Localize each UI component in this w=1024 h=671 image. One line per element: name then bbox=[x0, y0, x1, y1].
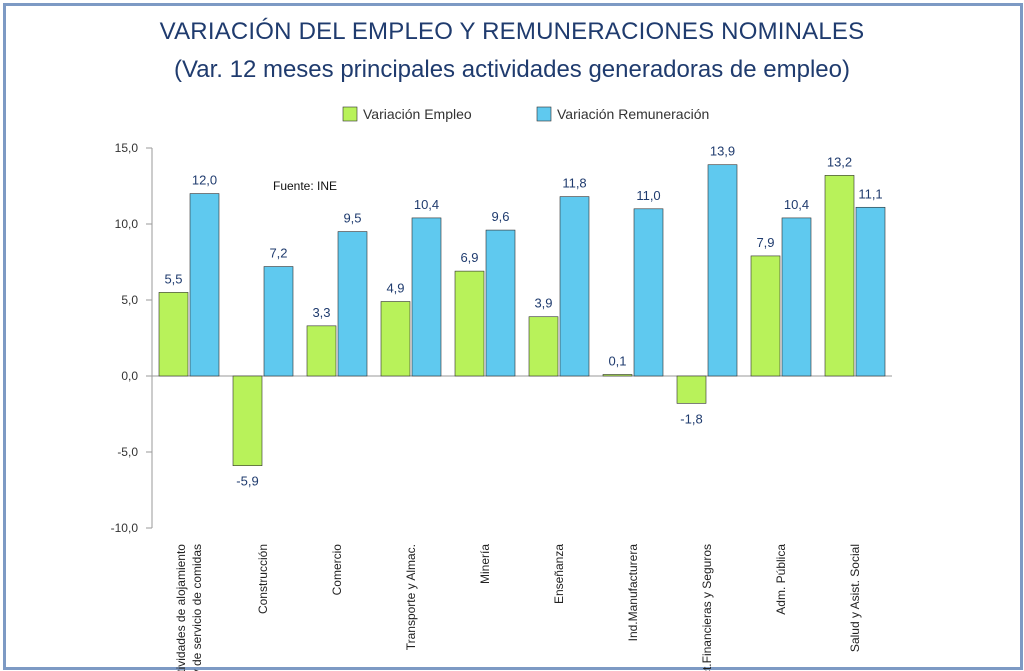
y-tick-label: 10,0 bbox=[115, 217, 139, 231]
legend-label: Variación Remuneración bbox=[557, 106, 709, 122]
y-tick-label: 5,0 bbox=[121, 293, 138, 307]
y-tick-label: 15,0 bbox=[115, 141, 139, 155]
bar-empleo bbox=[602, 374, 633, 377]
bar-remuneracion bbox=[411, 217, 442, 377]
legend-swatch bbox=[536, 106, 552, 122]
bar-empleo bbox=[528, 316, 559, 377]
category-label: Transporte y Almac. bbox=[404, 544, 418, 650]
source-note: Fuente: INE bbox=[273, 179, 337, 193]
category-label: Construcción bbox=[256, 544, 270, 614]
data-label: 10,4 bbox=[414, 197, 439, 212]
bar-remuneracion bbox=[485, 229, 516, 377]
category-label: Comercio bbox=[330, 544, 344, 596]
data-label: 13,2 bbox=[827, 154, 852, 169]
data-label: 13,9 bbox=[710, 144, 735, 159]
data-label: 11,1 bbox=[858, 186, 882, 201]
category-label: Minería bbox=[478, 544, 492, 584]
bar-empleo bbox=[232, 375, 263, 466]
category-label: Act.Financieras y Seguros bbox=[700, 544, 714, 671]
bar-remuneracion bbox=[337, 231, 368, 377]
bar-empleo bbox=[676, 375, 707, 404]
data-label: 9,6 bbox=[491, 209, 509, 224]
bar-remuneracion bbox=[781, 217, 812, 377]
bar-empleo bbox=[380, 301, 411, 377]
data-label: 7,2 bbox=[269, 246, 287, 261]
y-tick-label: -5,0 bbox=[117, 445, 138, 459]
data-label: 11,0 bbox=[636, 188, 660, 203]
data-label: 5,5 bbox=[164, 271, 182, 286]
category-label: Actividades de alojamiento bbox=[174, 544, 188, 671]
bar-empleo bbox=[306, 325, 337, 377]
y-tick-label: -10,0 bbox=[111, 521, 139, 535]
data-label: 3,3 bbox=[312, 305, 330, 320]
data-label: 9,5 bbox=[343, 211, 361, 226]
category-label: Adm. Pública bbox=[774, 544, 788, 615]
data-label: 3,9 bbox=[534, 296, 552, 311]
data-label: 7,9 bbox=[756, 235, 774, 250]
data-label: 4,9 bbox=[386, 281, 404, 296]
bar-empleo bbox=[454, 270, 485, 377]
data-label: 0,1 bbox=[608, 353, 626, 368]
data-label: 6,9 bbox=[460, 250, 478, 265]
category-label: y de servicio de comidas bbox=[190, 544, 204, 671]
bar-remuneracion bbox=[633, 208, 664, 377]
legend-label: Variación Empleo bbox=[363, 106, 472, 122]
data-label: 12,0 bbox=[192, 173, 217, 188]
chart-subtitle: (Var. 12 meses principales actividades g… bbox=[174, 56, 850, 83]
bar-remuneracion bbox=[707, 164, 738, 377]
bar-remuneracion bbox=[189, 193, 220, 377]
data-label: 10,4 bbox=[784, 197, 809, 212]
data-label: -1,8 bbox=[680, 411, 702, 426]
bar-empleo bbox=[158, 292, 189, 377]
bar-empleo bbox=[824, 175, 855, 377]
bar-remuneracion bbox=[559, 196, 590, 377]
y-tick-label: 0,0 bbox=[121, 369, 138, 383]
category-label: Enseñanza bbox=[552, 544, 566, 604]
data-label: -5,9 bbox=[236, 474, 258, 489]
bar-empleo bbox=[750, 255, 781, 377]
bar-remuneracion bbox=[263, 266, 294, 377]
bar-remuneracion bbox=[855, 206, 886, 377]
chart-title: VARIACIÓN DEL EMPLEO Y REMUNERACIONES NO… bbox=[159, 18, 865, 45]
data-label: 11,8 bbox=[562, 176, 586, 191]
category-label: Ind.Manufacturera bbox=[626, 544, 640, 642]
category-label: Salud y Asist. Social bbox=[848, 544, 862, 652]
legend-swatch bbox=[342, 106, 358, 122]
